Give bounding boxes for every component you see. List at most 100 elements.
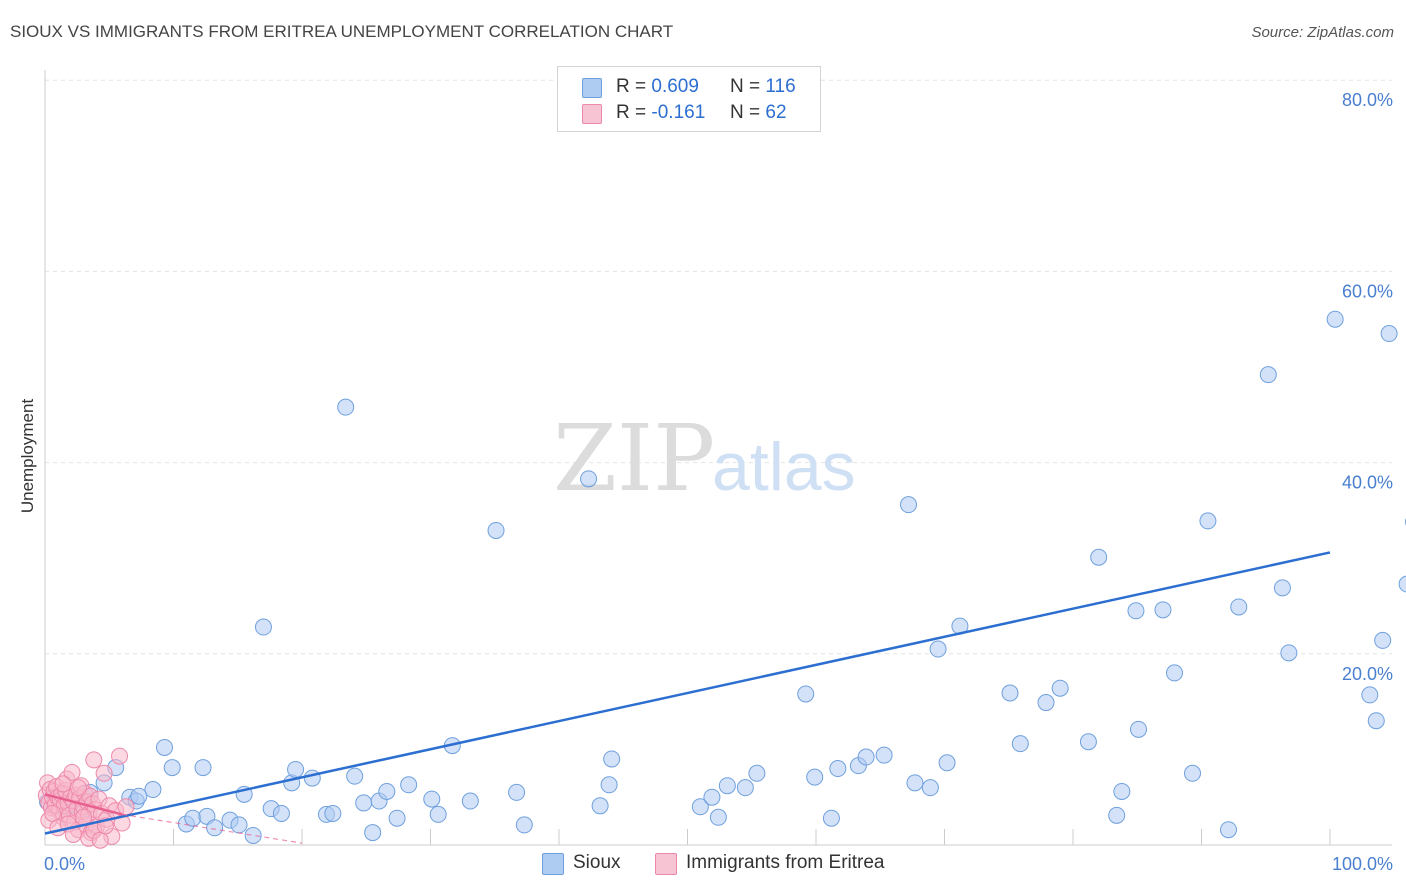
sioux-point [718, 777, 736, 795]
eritrea-point [117, 798, 135, 816]
bottom-legend-label-sioux: Sioux [573, 852, 621, 873]
sioux-point [829, 760, 847, 778]
sioux-point [1380, 325, 1398, 343]
sioux-point [244, 826, 262, 844]
bottom-legend-label-eritrea: Immigrants from Eritrea [686, 852, 885, 873]
x-tick-label-min: 0.0% [44, 854, 85, 874]
sioux-point [797, 685, 815, 703]
eritrea-point [111, 747, 129, 765]
y-tick-label: 60.0% [1342, 281, 1393, 301]
sioux-point [508, 783, 526, 801]
sioux-point [515, 816, 533, 834]
source-label: Source: ZipAtlas.com [1251, 24, 1394, 41]
sioux-point [591, 797, 609, 815]
legend-swatch-eritrea [582, 104, 602, 124]
sioux-point [580, 470, 598, 488]
sioux-point [1374, 631, 1392, 649]
sioux-point [1001, 684, 1019, 702]
sioux-point [691, 798, 709, 816]
sioux-point [748, 764, 766, 782]
sioux-point [1273, 579, 1291, 597]
sioux-point [1230, 598, 1248, 616]
sioux-point [822, 809, 840, 827]
gridlines [45, 79, 1392, 655]
sioux-point [163, 759, 181, 777]
eritrea-point [69, 779, 87, 797]
correlation-legend: R = 0.609 N = 116 R = -0.161 N = 62 [557, 66, 821, 132]
eritrea-point [91, 831, 109, 849]
sioux-point [1130, 720, 1148, 738]
sioux-point [194, 759, 212, 777]
sioux-point [156, 738, 174, 756]
sioux-point [857, 748, 875, 766]
sioux-point [230, 816, 248, 834]
eritrea-point [63, 763, 81, 781]
y-tick-label: 20.0% [1342, 664, 1393, 684]
watermark-zip: ZIP [553, 405, 715, 512]
sioux-point [603, 750, 621, 768]
eritrea-point [54, 775, 72, 793]
sioux-point [1011, 735, 1029, 753]
sioux-point [600, 776, 618, 794]
sioux-point [1280, 644, 1298, 662]
sioux-point [272, 804, 290, 822]
sioux-point [1079, 733, 1097, 751]
sioux-point [1166, 664, 1184, 682]
sioux-point [1398, 575, 1406, 593]
sioux-point [1219, 821, 1237, 839]
sioux-point [1113, 782, 1131, 800]
sioux-point [921, 779, 939, 797]
bottom-legend-swatch-sioux [542, 853, 564, 875]
sioux-point [487, 521, 505, 539]
eritrea-point [85, 751, 103, 769]
sioux-point [461, 792, 479, 810]
tick-labels: 20.0% 40.0% 60.0% 80.0% 0.0% 100.0% [44, 90, 1393, 874]
sioux-point [130, 787, 148, 805]
sioux-point [1361, 686, 1379, 704]
eritrea-trend-extension [122, 813, 303, 844]
sioux-point [1108, 806, 1126, 824]
sioux-point [1154, 601, 1172, 619]
y-tick-label: 80.0% [1342, 90, 1393, 110]
sioux-point [1127, 602, 1145, 620]
sioux-point [1259, 366, 1277, 384]
chart-title: SIOUX VS IMMIGRANTS FROM ERITREA UNEMPLO… [10, 22, 674, 41]
legend-r-eritrea: R = -0.161 [616, 102, 706, 123]
y-tick-label: 40.0% [1342, 473, 1393, 493]
sioux-point [736, 779, 754, 797]
sioux-point [400, 776, 418, 794]
sioux-point [184, 809, 202, 827]
bottom-legend-swatch-eritrea [655, 853, 677, 875]
sioux-point [388, 809, 406, 827]
sioux-point [1051, 679, 1069, 697]
sioux-point [1090, 548, 1108, 566]
sioux-point [254, 618, 272, 636]
sioux-point [875, 746, 893, 764]
sioux-point [206, 819, 224, 837]
sioux-point [806, 768, 824, 786]
sioux-point [1199, 512, 1217, 530]
sioux-point [337, 398, 355, 416]
sioux-point [1037, 694, 1055, 712]
sioux-trend-line [44, 551, 1331, 835]
sioux-point [1367, 712, 1385, 730]
sioux-point [346, 767, 364, 785]
legend-n-eritrea: N = 62 [730, 102, 787, 123]
eritrea-trend-line [44, 793, 123, 816]
sioux-point [929, 640, 947, 658]
y-axis-label: Unemployment [18, 398, 37, 514]
data-points [37, 310, 1406, 849]
sioux-point [709, 808, 727, 826]
sioux-point [423, 790, 441, 808]
sioux-point [378, 782, 396, 800]
x-tick-label-max: 100.0% [1332, 854, 1393, 874]
watermark: ZIP atlas [553, 405, 856, 512]
sioux-point [1326, 310, 1344, 328]
legend-n-sioux: N = 116 [730, 76, 796, 97]
sioux-point [287, 760, 305, 778]
sioux-point [938, 754, 956, 772]
sioux-point [900, 496, 918, 514]
sioux-point [429, 805, 447, 823]
watermark-atlas: atlas [712, 429, 856, 505]
